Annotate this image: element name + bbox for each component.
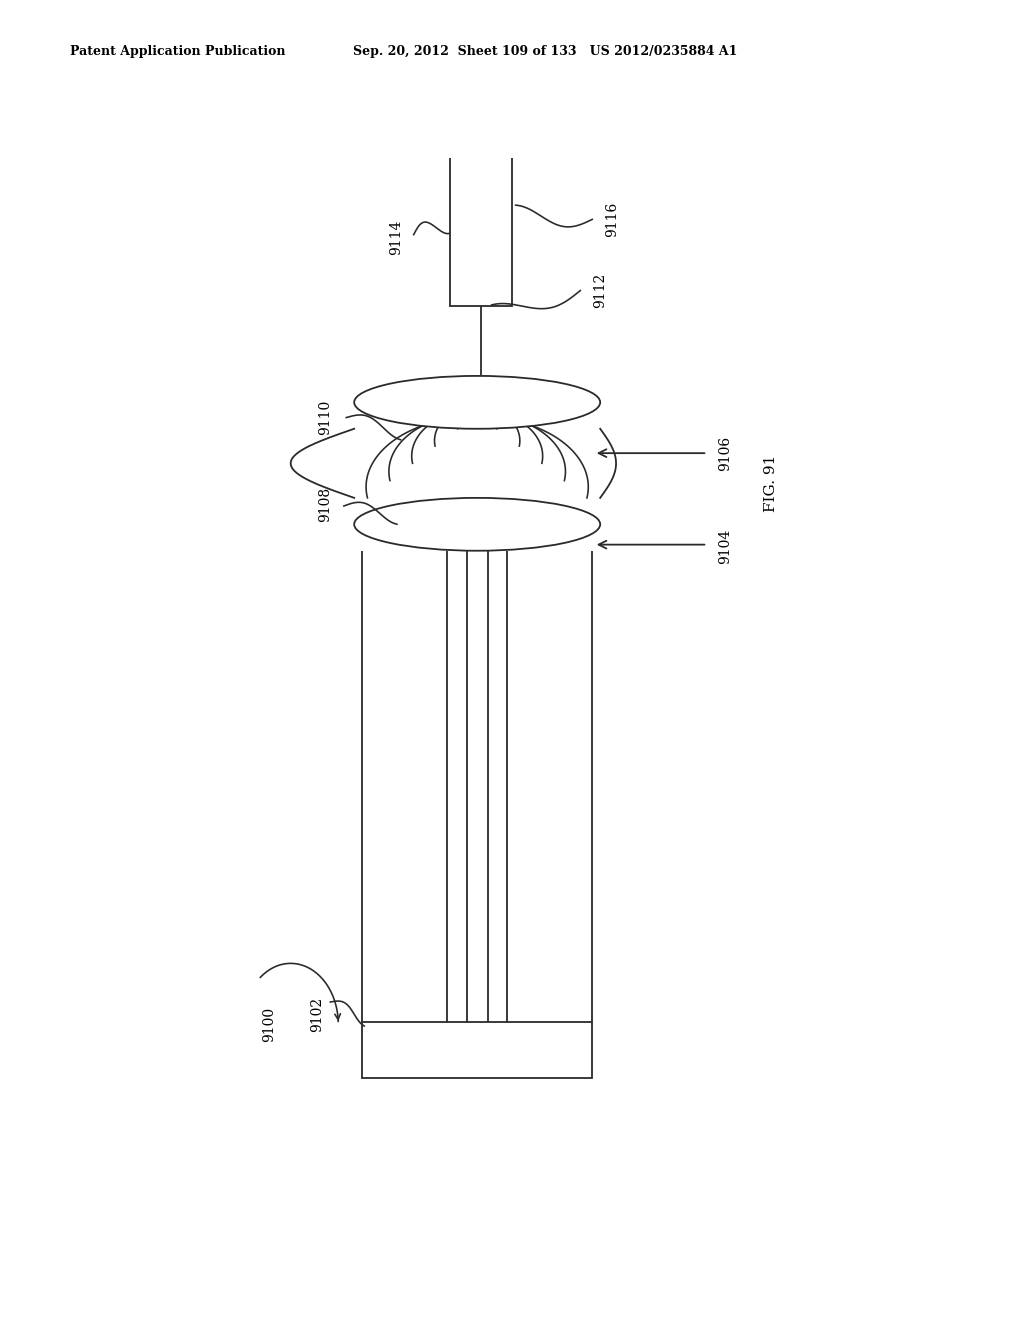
Text: 9104: 9104 [718, 529, 732, 564]
Text: Sep. 20, 2012  Sheet 109 of 133   US 2012/0235884 A1: Sep. 20, 2012 Sheet 109 of 133 US 2012/0… [353, 45, 737, 58]
Text: 9102: 9102 [310, 997, 324, 1032]
Text: 9112: 9112 [593, 273, 607, 308]
Text: 9106: 9106 [718, 436, 732, 471]
Ellipse shape [354, 498, 600, 550]
Text: 9108: 9108 [317, 486, 332, 521]
Text: Patent Application Publication: Patent Application Publication [70, 45, 285, 58]
Bar [451, 128, 512, 306]
Text: 9116: 9116 [605, 202, 620, 238]
Ellipse shape [354, 376, 600, 429]
Text: 9100: 9100 [262, 1007, 276, 1041]
Bar [362, 1022, 592, 1078]
Text: 9110: 9110 [317, 400, 332, 436]
Text: FIG. 91: FIG. 91 [764, 455, 778, 512]
Text: 9114: 9114 [389, 220, 403, 255]
